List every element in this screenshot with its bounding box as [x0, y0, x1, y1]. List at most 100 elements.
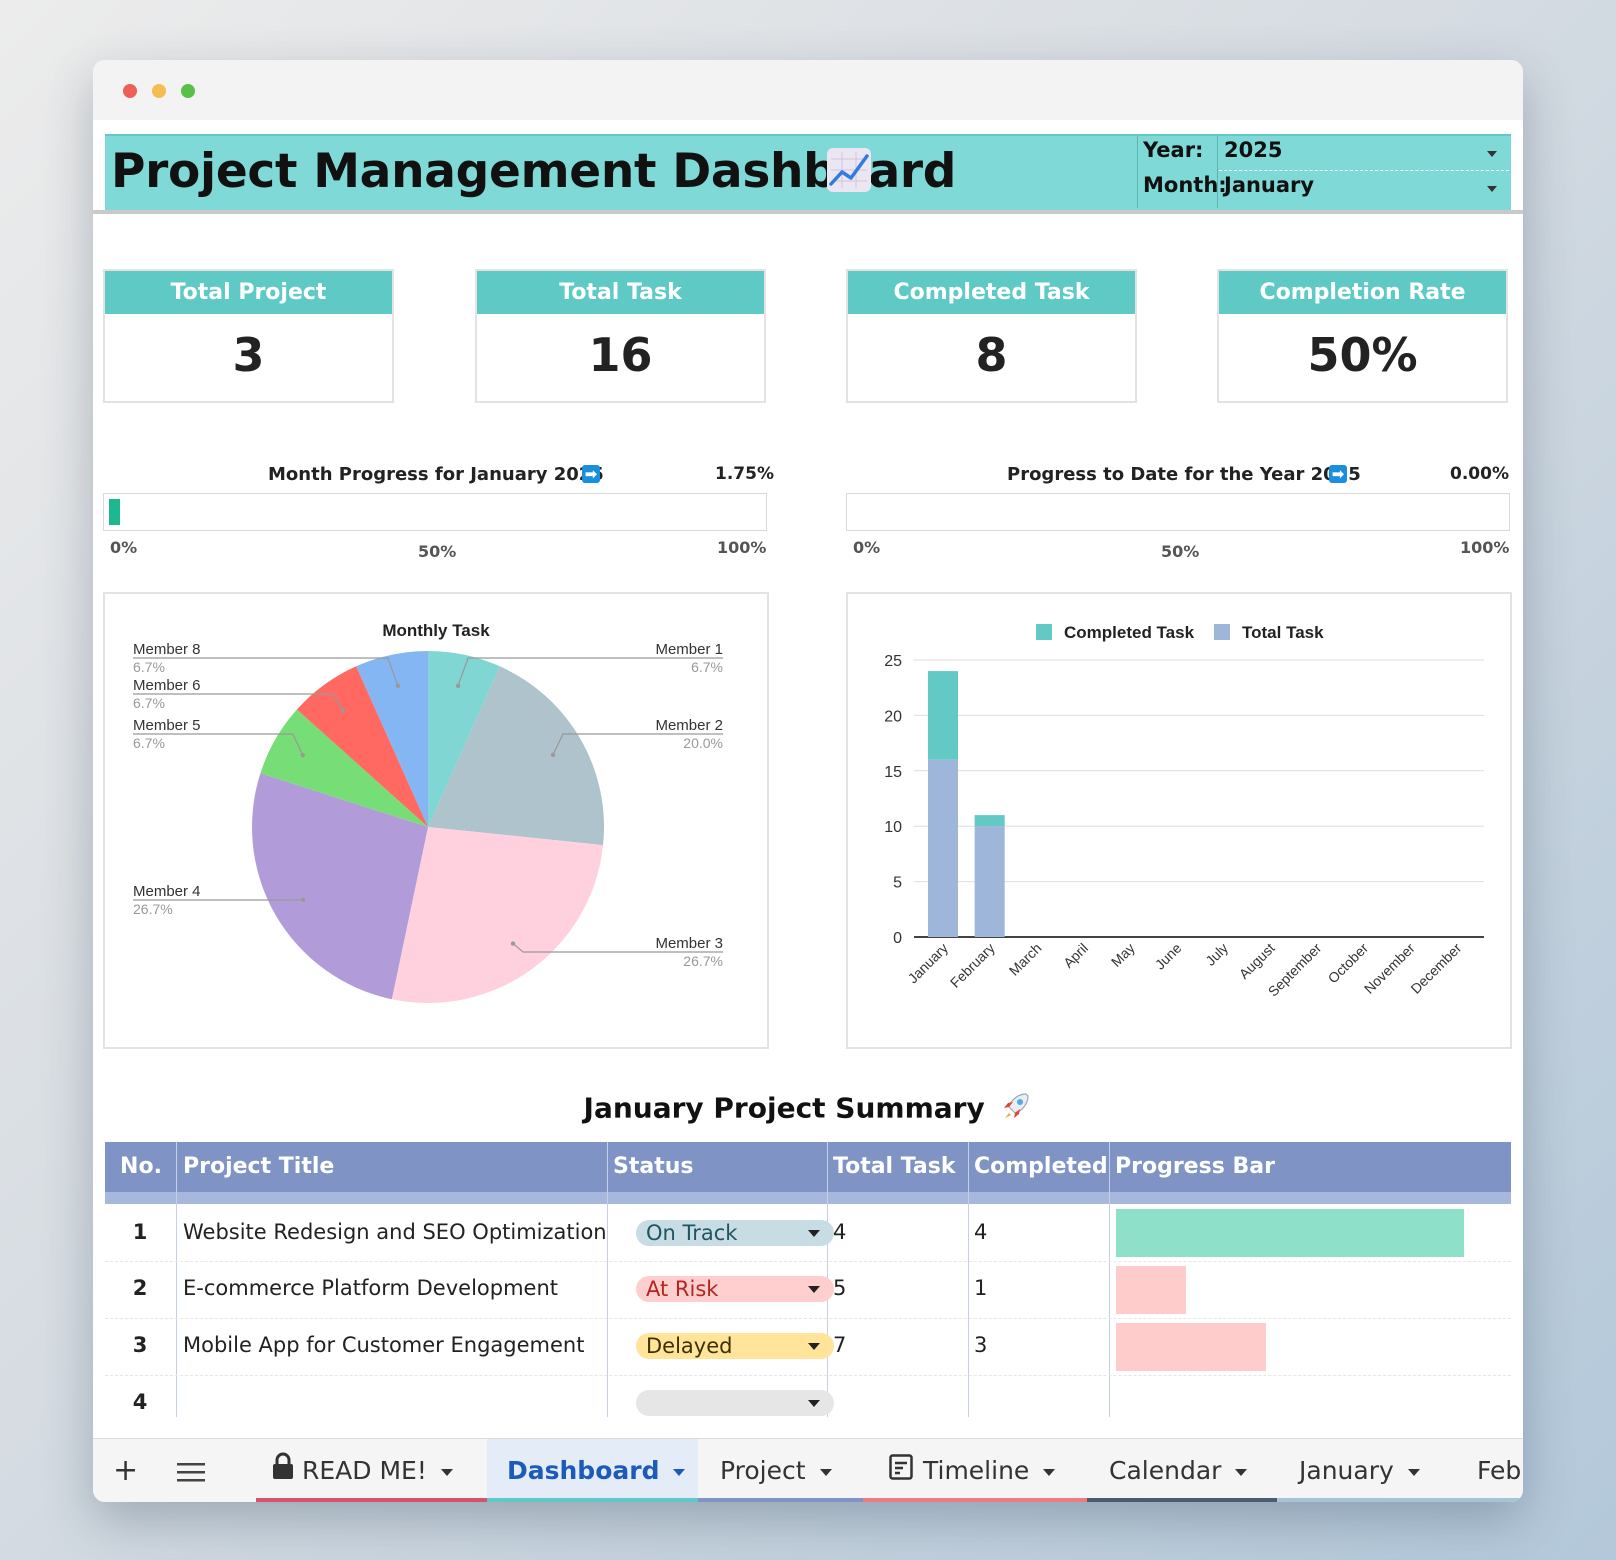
lock-icon — [272, 1440, 294, 1502]
row-number: 1 — [132, 1220, 148, 1244]
progress-bar-fill — [1116, 1209, 1464, 1257]
chevron-down-icon — [808, 1400, 820, 1407]
y-tick-label: 20 — [884, 708, 902, 725]
y-tick-label: 15 — [884, 764, 902, 781]
tab-calendar[interactable]: Calendar — [1087, 1439, 1277, 1502]
column-divider — [968, 1142, 969, 1417]
month-dropdown-icon[interactable] — [1487, 186, 1497, 192]
arrow-right-icon: ➡ — [1329, 465, 1347, 483]
x-tick-label: April — [1060, 940, 1091, 971]
tab-label: Dashboard — [507, 1456, 660, 1485]
pie-slice-percent: 20.0% — [683, 735, 723, 751]
dashboard-header — [105, 134, 1511, 210]
progress-tick: 0% — [853, 538, 881, 557]
tab-feb[interactable]: Feb — [1457, 1439, 1523, 1502]
status-dropdown[interactable]: Delayed — [636, 1333, 834, 1359]
completed-cell[interactable]: 4 — [974, 1220, 988, 1244]
completed-cell[interactable]: 3 — [974, 1333, 988, 1357]
pie-slice-label: Member 6 — [133, 677, 201, 694]
project-title-cell[interactable]: Website Redesign and SEO Optimization — [183, 1220, 607, 1244]
total-task-cell[interactable]: 5 — [833, 1276, 847, 1300]
tab-dashboard[interactable]: Dashboard — [487, 1439, 698, 1502]
month-select[interactable]: January — [1224, 173, 1315, 197]
year-select[interactable]: 2025 — [1224, 138, 1283, 162]
kpi-label: Total Task — [477, 271, 764, 314]
section-title: January Project Summary — [93, 1090, 1523, 1129]
status-dropdown[interactable] — [636, 1390, 834, 1416]
month-progress-fill — [109, 499, 120, 525]
pie-leader-dot — [301, 897, 306, 902]
progress-tick: 100% — [1460, 538, 1510, 557]
selector-divider — [1137, 136, 1138, 208]
page-title: Project Management Dashboard — [111, 144, 957, 199]
status-dropdown[interactable]: On Track — [636, 1220, 834, 1246]
bar-completed-task — [974, 815, 1005, 827]
x-tick-label: March — [1006, 940, 1045, 979]
x-tick-label: October — [1325, 940, 1372, 987]
maximize-window-button[interactable] — [181, 84, 195, 98]
kpi-label: Total Project — [105, 271, 392, 314]
y-tick-label: 25 — [884, 653, 902, 670]
pie-leader-line — [552, 733, 723, 756]
pie-slice — [260, 709, 428, 827]
kpi-completed-task: Completed Task 8 — [846, 269, 1137, 403]
column-header: Status — [613, 1154, 694, 1179]
bar-chart-panel: 0 5 10 15 20 25 January February March April May Ju… — [846, 592, 1512, 1049]
minimize-window-button[interactable] — [152, 84, 166, 98]
sheet-tab-bar: + READ ME! Dashboard Project Timeline — [93, 1438, 1523, 1502]
chevron-down-icon — [1407, 1468, 1420, 1476]
pie-slice-label: Member 8 — [133, 641, 201, 658]
pie-slice-percent: 6.7% — [133, 735, 165, 751]
kpi-value: 50% — [1307, 328, 1418, 382]
x-tick-label: December — [1407, 940, 1464, 997]
year-progress-bar — [846, 493, 1510, 531]
status-dropdown[interactable]: At Risk — [636, 1276, 834, 1302]
project-title-cell[interactable]: Mobile App for Customer Engagement — [183, 1333, 585, 1357]
tab-color-indicator — [1087, 1498, 1277, 1502]
all-sheets-menu-icon[interactable] — [177, 1439, 205, 1502]
pie-leader-dot — [300, 753, 305, 758]
pie-leader-dot — [510, 941, 516, 946]
x-tick-label: August — [1236, 940, 1278, 982]
tab-read-me[interactable]: READ ME! — [256, 1439, 487, 1502]
total-task-cell[interactable]: 4 — [833, 1220, 847, 1244]
pie-slice-label: Member 3 — [655, 935, 723, 952]
tab-label: Project — [720, 1456, 806, 1485]
chevron-down-icon — [808, 1230, 820, 1237]
column-header: Progress Bar — [1115, 1154, 1275, 1179]
pie-slice-percent: 26.7% — [133, 901, 173, 917]
progress-bar-fill — [1116, 1266, 1186, 1314]
month-label: Month: — [1143, 173, 1227, 197]
pie-leader-dot — [340, 708, 346, 713]
timeline-icon — [889, 1440, 913, 1502]
pie-slice — [296, 666, 428, 827]
tab-timeline[interactable]: Timeline — [863, 1439, 1087, 1502]
year-dropdown-icon[interactable] — [1487, 151, 1497, 157]
tab-color-indicator — [256, 1498, 487, 1502]
project-title-cell[interactable]: E-commerce Platform Development — [183, 1276, 558, 1300]
tab-label: READ ME! — [302, 1456, 427, 1485]
kpi-total-task: Total Task 16 — [475, 269, 766, 403]
row-divider — [105, 1318, 1511, 1319]
chevron-down-icon — [673, 1468, 686, 1476]
pie-slice — [391, 827, 604, 1003]
total-task-cell[interactable]: 7 — [833, 1333, 847, 1357]
tab-january[interactable]: January — [1277, 1439, 1457, 1502]
pie-leader-line — [133, 693, 344, 711]
close-window-button[interactable] — [123, 84, 137, 98]
chevron-down-icon — [440, 1468, 453, 1476]
pie-slice-label: Member 2 — [655, 717, 723, 734]
tab-project[interactable]: Project — [698, 1439, 863, 1502]
tab-label: Calendar — [1109, 1456, 1222, 1485]
row-divider — [105, 1261, 1511, 1262]
bar-completed-task — [928, 671, 958, 760]
completed-cell[interactable]: 1 — [974, 1276, 988, 1300]
add-sheet-icon[interactable]: + — [113, 1453, 139, 1488]
rocket-icon — [1000, 1090, 1032, 1129]
tab-color-indicator — [487, 1498, 698, 1502]
pie-leader-dot — [395, 683, 401, 689]
legend-label: Total Task — [1242, 623, 1324, 642]
progress-tick: 0% — [110, 538, 138, 557]
row-number: 2 — [132, 1276, 148, 1300]
selector-divider — [1217, 136, 1218, 208]
